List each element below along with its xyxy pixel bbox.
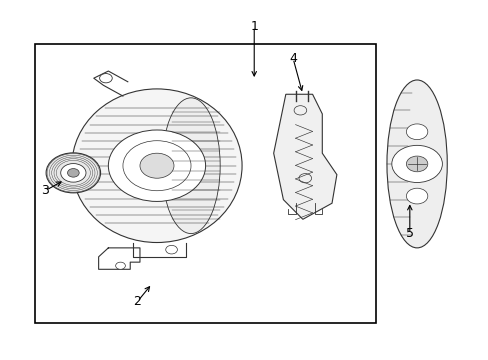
- Circle shape: [406, 156, 427, 172]
- Circle shape: [406, 124, 427, 140]
- Circle shape: [46, 153, 101, 193]
- Ellipse shape: [386, 80, 447, 248]
- Text: 5: 5: [405, 227, 413, 240]
- Circle shape: [108, 130, 205, 202]
- Bar: [35, 44, 375, 323]
- Text: 2: 2: [133, 295, 141, 308]
- Circle shape: [140, 153, 174, 178]
- Circle shape: [406, 188, 427, 204]
- Ellipse shape: [72, 89, 242, 243]
- Circle shape: [67, 168, 79, 177]
- Polygon shape: [273, 94, 336, 219]
- Ellipse shape: [162, 98, 220, 234]
- Text: 1: 1: [250, 20, 258, 33]
- Circle shape: [391, 145, 442, 183]
- Circle shape: [165, 246, 177, 254]
- Circle shape: [116, 262, 125, 269]
- Text: 4: 4: [288, 52, 296, 65]
- Circle shape: [100, 73, 112, 83]
- Circle shape: [61, 163, 86, 182]
- Text: 3: 3: [41, 184, 49, 197]
